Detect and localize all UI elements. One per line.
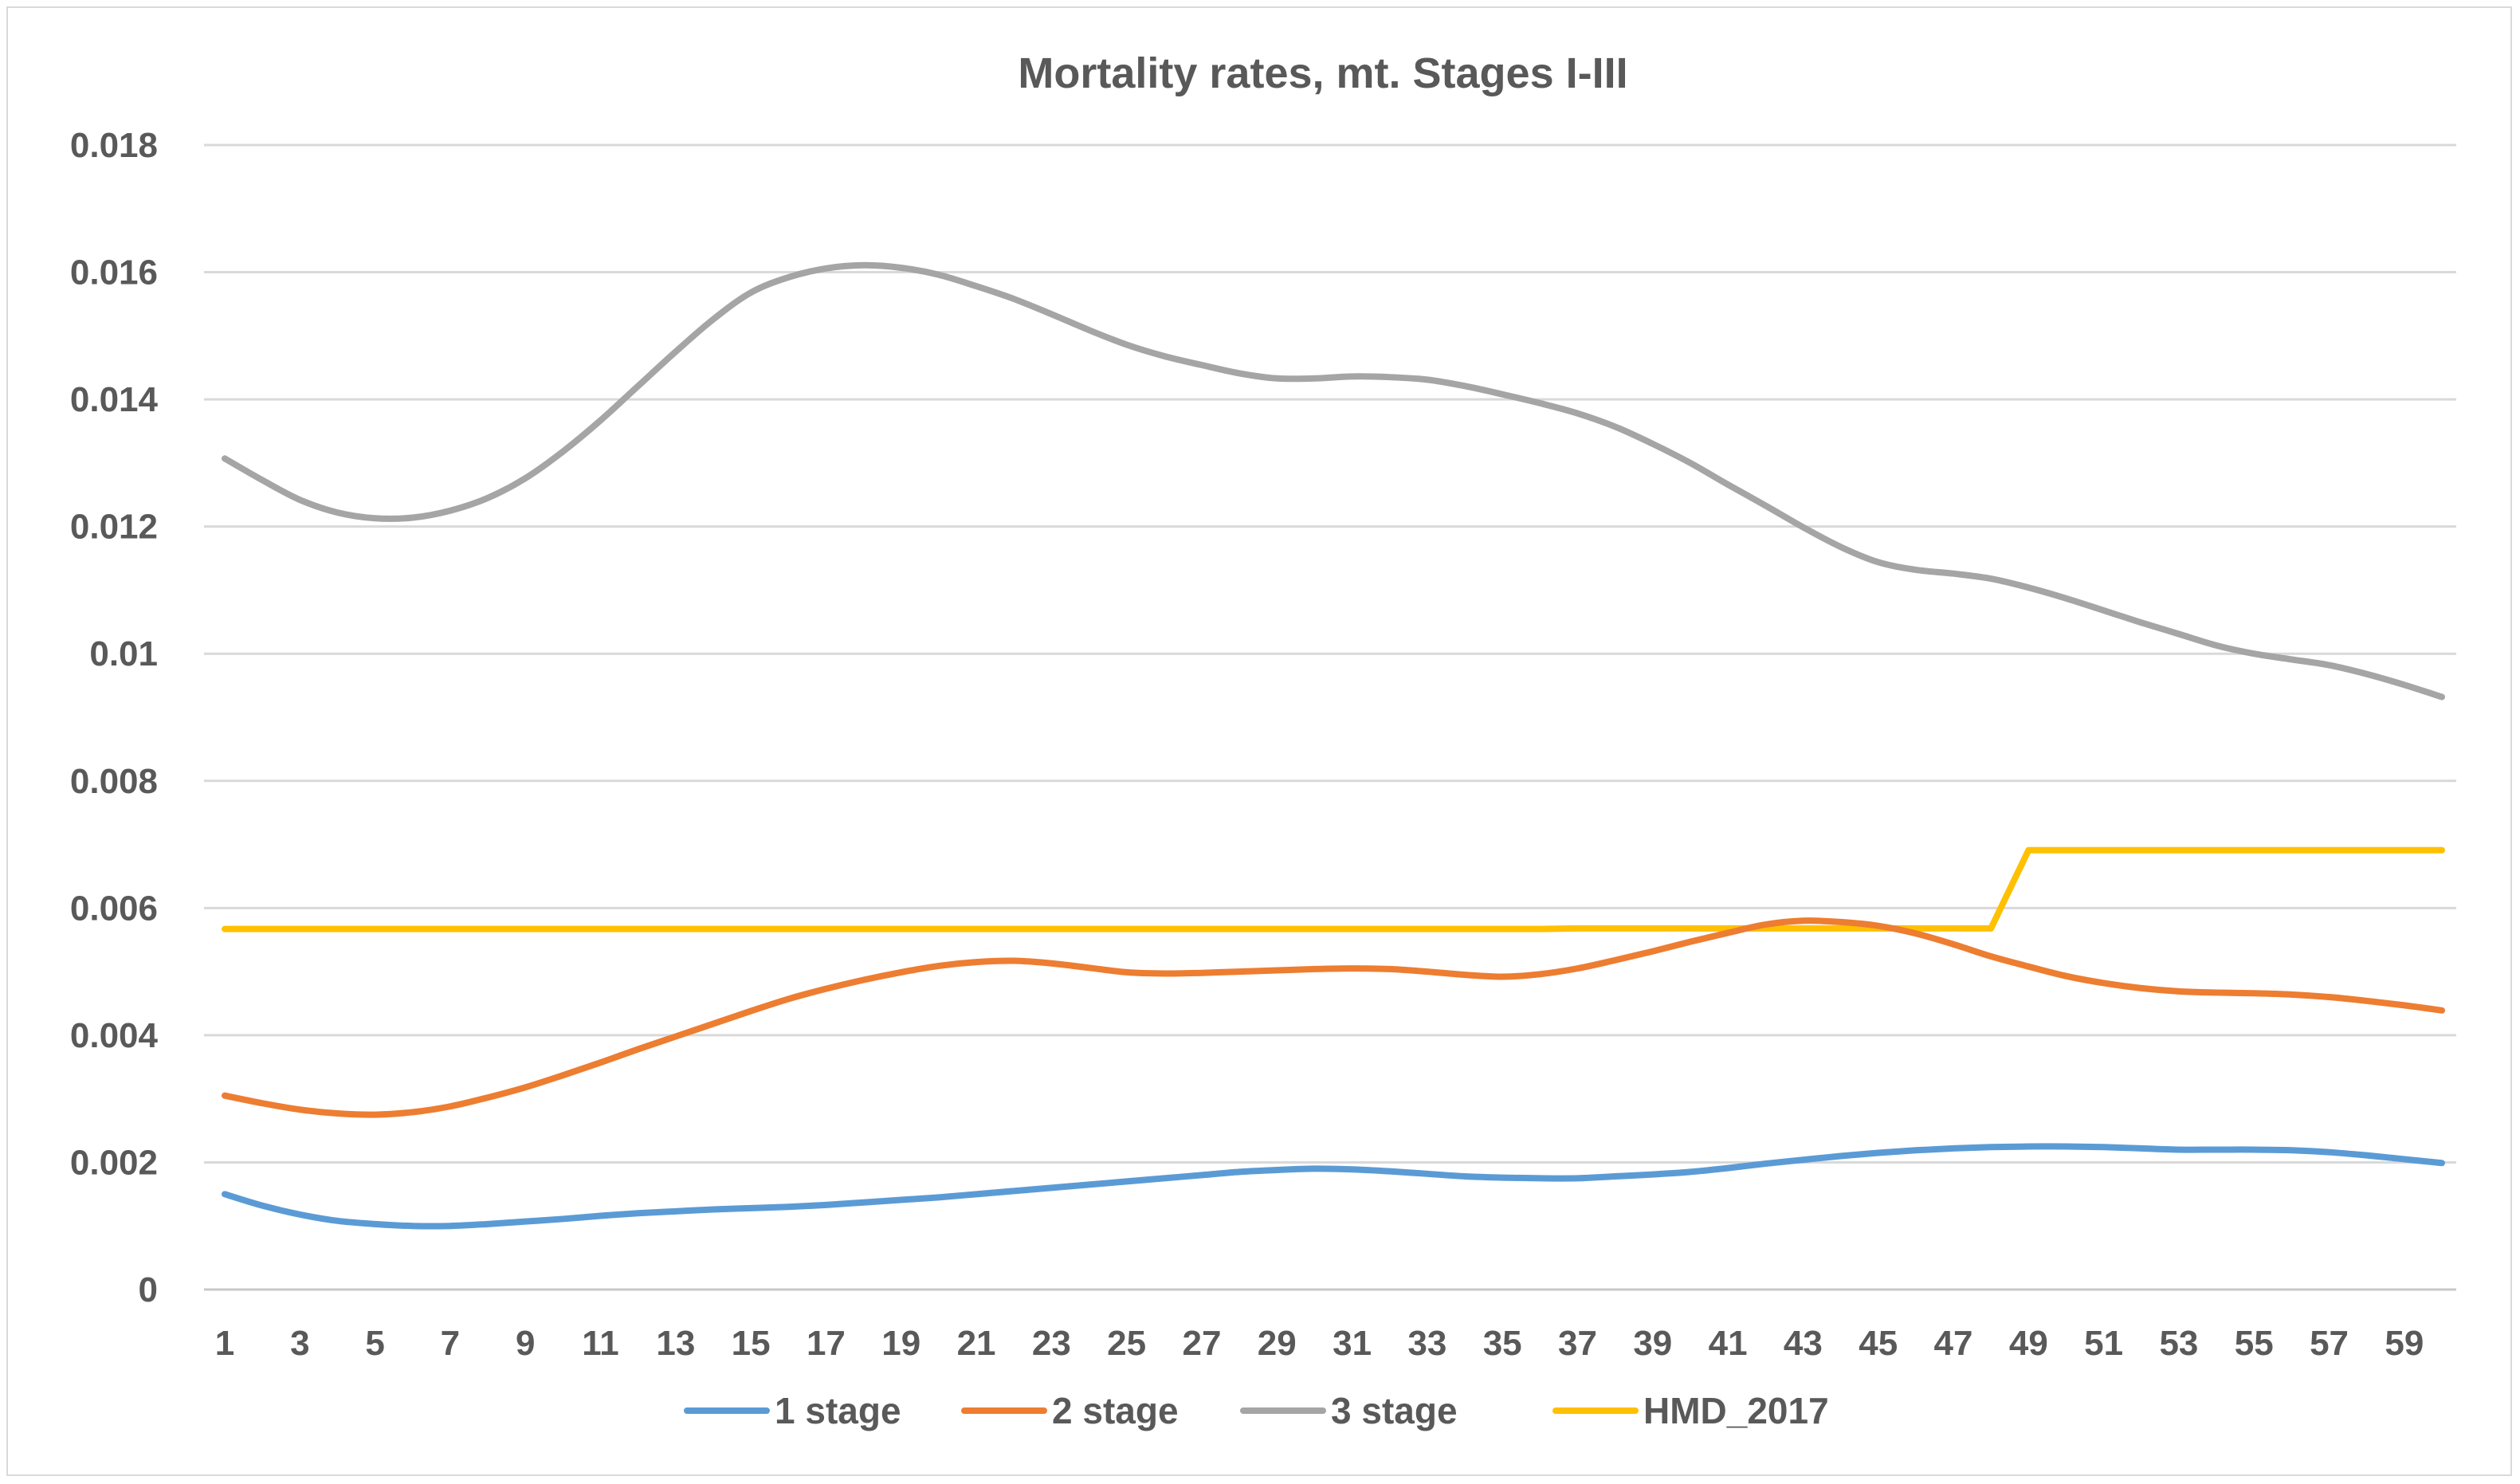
y-axis-ticks: 0 0.002 0.004 0.006 0.008 0.01 0.012 0.014 0.016… — [70, 126, 159, 1309]
x-tick-label: 7 — [441, 1324, 460, 1363]
series-line-hmd-2017 — [222, 846, 2445, 932]
y-tick-label: 0 — [139, 1270, 158, 1309]
x-tick-label: 57 — [2310, 1324, 2349, 1363]
x-tick-label: 37 — [1558, 1324, 1597, 1363]
x-axis-ticks: 1 3 5 7 9 11 13 15 17 19 21 23 25 27 29 31 33 35 37 39 41 43 4… — [215, 1324, 2424, 1363]
x-tick-label: 3 — [290, 1324, 309, 1363]
x-tick-label: 39 — [1633, 1324, 1672, 1363]
grid-lines — [204, 143, 2456, 1291]
legend-label: 2 stage — [1052, 1390, 1179, 1431]
x-tick-label: 43 — [1784, 1324, 1823, 1363]
x-tick-label: 23 — [1032, 1324, 1071, 1363]
x-tick-label: 17 — [807, 1324, 846, 1363]
series-line-3-stage — [222, 261, 2445, 701]
x-tick-label: 51 — [2084, 1324, 2123, 1363]
series-line-2-stage — [222, 917, 2445, 1118]
x-tick-label: 13 — [656, 1324, 695, 1363]
chart-frame — [6, 6, 2512, 1476]
series-lines — [222, 261, 2445, 1230]
x-tick-label: 25 — [1107, 1324, 1146, 1363]
legend: 1 stage 2 stage 3 stage HMD_2017 — [684, 1390, 1829, 1431]
x-tick-label: 11 — [582, 1324, 619, 1363]
x-tick-label: 5 — [365, 1324, 384, 1363]
series-line-1-stage — [222, 1143, 2445, 1230]
legend-label: 1 stage — [775, 1390, 901, 1431]
x-tick-label: 19 — [881, 1324, 920, 1363]
y-tick-label: 0.002 — [70, 1143, 158, 1182]
x-tick-label: 55 — [2235, 1324, 2274, 1363]
x-tick-label: 47 — [1934, 1324, 1973, 1363]
x-tick-label: 21 — [957, 1324, 996, 1363]
legend-label: HMD_2017 — [1643, 1390, 1829, 1431]
x-tick-label: 27 — [1182, 1324, 1221, 1363]
x-tick-label: 33 — [1407, 1324, 1446, 1363]
y-tick-label: 0.016 — [70, 253, 158, 292]
y-tick-label: 0.01 — [89, 634, 158, 673]
x-tick-label: 53 — [2159, 1324, 2198, 1363]
x-tick-label: 15 — [732, 1324, 771, 1363]
chart-title: Mortality rates, mt. Stages I-III — [1018, 49, 1627, 97]
x-tick-label: 49 — [2009, 1324, 2048, 1363]
x-tick-label: 41 — [1709, 1324, 1748, 1363]
y-tick-label: 0.004 — [70, 1016, 159, 1055]
x-tick-label: 35 — [1483, 1324, 1522, 1363]
x-tick-label: 1 — [215, 1324, 234, 1363]
y-tick-label: 0.012 — [70, 508, 158, 547]
y-tick-label: 0.014 — [70, 380, 159, 419]
y-tick-label: 0.008 — [70, 762, 158, 801]
y-tick-label: 0.018 — [70, 126, 158, 165]
y-tick-label: 0.006 — [70, 889, 158, 928]
x-tick-label: 9 — [516, 1324, 535, 1363]
legend-label: 3 stage — [1331, 1390, 1458, 1431]
x-tick-label: 59 — [2385, 1324, 2424, 1363]
x-tick-label: 29 — [1258, 1324, 1297, 1363]
x-tick-label: 45 — [1859, 1324, 1898, 1363]
x-tick-label: 31 — [1333, 1324, 1372, 1363]
